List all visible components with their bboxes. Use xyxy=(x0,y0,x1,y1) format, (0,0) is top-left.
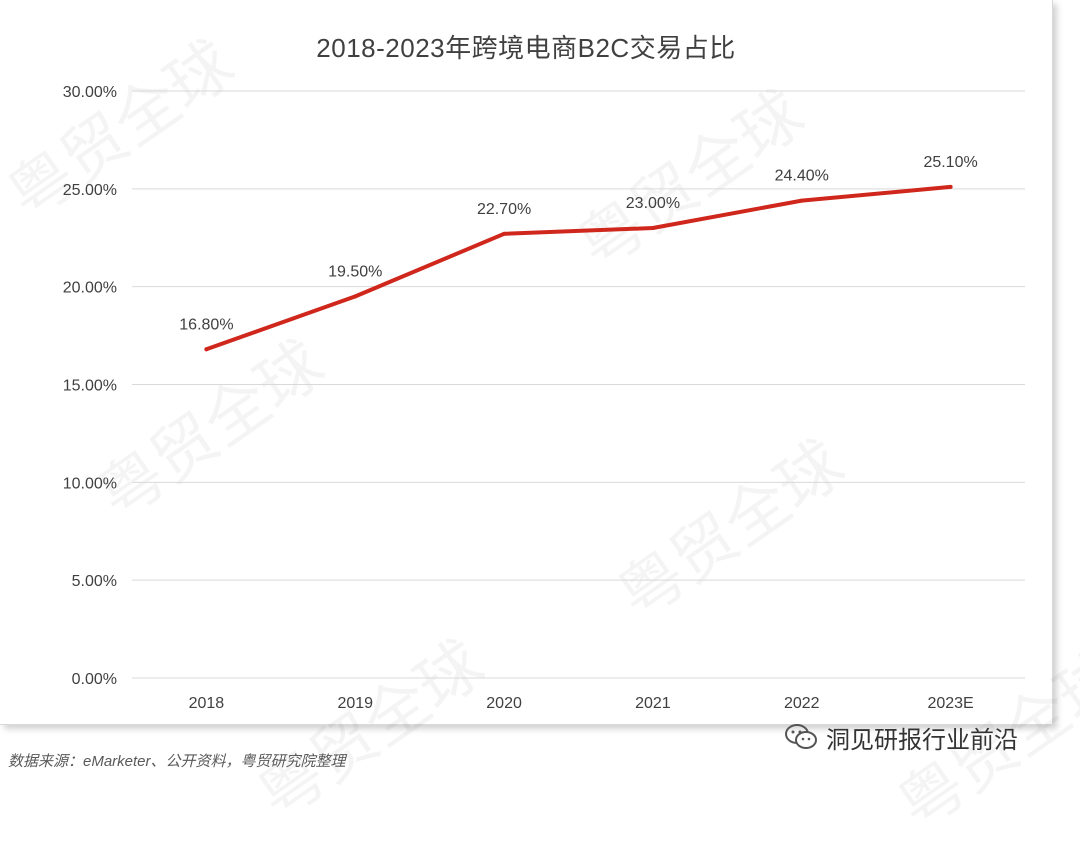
data-label: 25.10% xyxy=(923,154,977,171)
data-point xyxy=(799,198,804,203)
x-tick-label: 2020 xyxy=(486,695,522,712)
data-label: 24.40% xyxy=(775,168,829,185)
chart-title: 2018-2023年跨境电商B2C交易占比 xyxy=(316,33,736,63)
x-tick-label: 2022 xyxy=(784,695,820,712)
data-point xyxy=(502,231,507,236)
data-label: 19.50% xyxy=(328,263,382,280)
wechat-account-name: 洞见研报行业前沿 xyxy=(826,726,1018,754)
wechat-icon xyxy=(785,724,817,749)
x-tick-label: 2018 xyxy=(189,695,225,712)
y-axis-ticks: 0.00% 5.00% 10.00% 15.00% 20.00% 25.00% 30.00% xyxy=(63,84,117,688)
data-label: 23.00% xyxy=(626,195,680,212)
y-tick-label: 25.00% xyxy=(63,182,117,199)
data-point xyxy=(204,347,209,352)
x-tick-label: 2019 xyxy=(337,695,373,712)
series-line xyxy=(204,184,953,352)
data-point xyxy=(650,225,655,230)
y-tick-label: 10.00% xyxy=(63,475,117,492)
x-axis-ticks: 2018 2019 2020 2021 2022 2023E xyxy=(189,695,974,712)
chart-frame xyxy=(0,0,1053,725)
series xyxy=(204,184,953,352)
y-tick-label: 20.00% xyxy=(63,280,117,297)
wechat-account: 洞见研报行业前沿 xyxy=(784,720,1018,754)
y-tick-label: 5.00% xyxy=(72,573,117,590)
data-labels: 16.80% 19.50% 22.70% 23.00% 24.40% 25.10% xyxy=(179,154,977,333)
source-note: 数据来源：eMarketer、公开资料，粤贸研究院整理 xyxy=(8,753,346,770)
gridlines xyxy=(132,90,1025,679)
x-tick-label: 2021 xyxy=(635,695,671,712)
line-chart: 0.00% 5.00% 10.00% 15.00% 20.00% 25.00% 30.00%… xyxy=(63,84,1025,712)
y-tick-label: 0.00% xyxy=(72,671,117,688)
data-label: 22.70% xyxy=(477,201,531,218)
data-point xyxy=(353,294,358,299)
data-point xyxy=(948,184,953,189)
data-label: 16.80% xyxy=(179,316,233,333)
x-tick-label: 2023E xyxy=(927,695,973,712)
y-tick-label: 15.00% xyxy=(63,378,117,395)
y-tick-label: 30.00% xyxy=(63,84,117,101)
